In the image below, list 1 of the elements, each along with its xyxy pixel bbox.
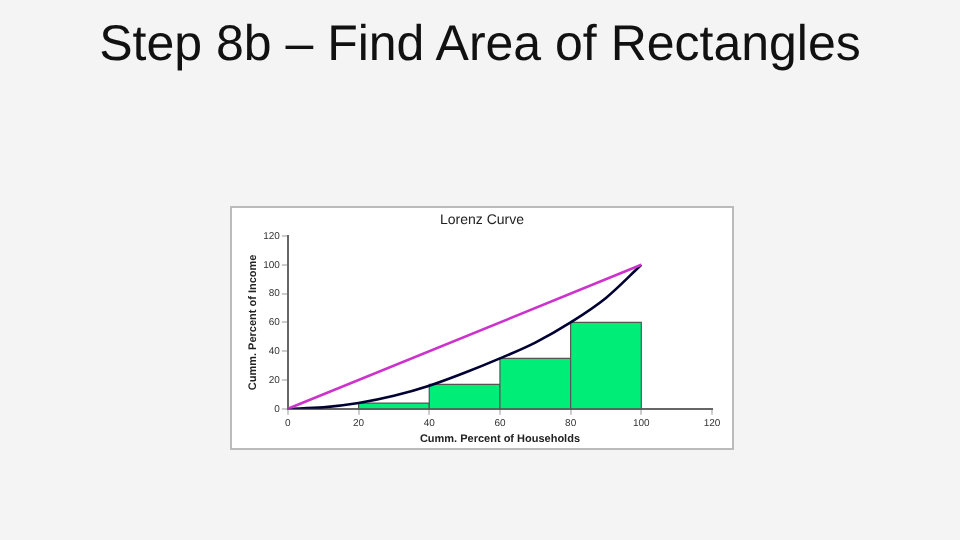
chart-title: Step 8b – Find Area of Rectangles xyxy=(97,16,863,74)
